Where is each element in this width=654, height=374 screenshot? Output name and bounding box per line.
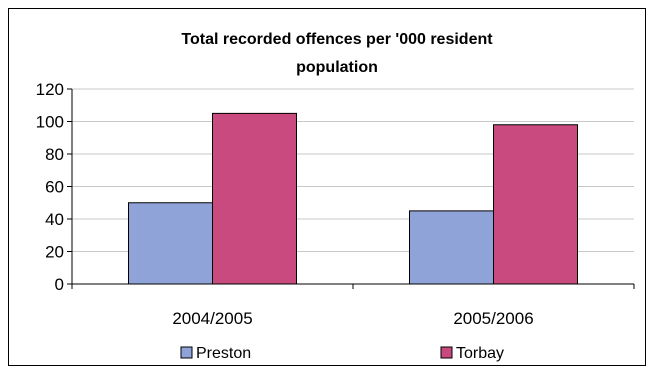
y-tick-label: 0 [55, 275, 64, 294]
legend: Preston Torbay [180, 345, 504, 362]
y-tick-label: 60 [45, 178, 64, 197]
chart-title-line-2: population [296, 59, 378, 76]
x-category-label: 2004/2005 [172, 309, 252, 328]
bar-marks [128, 112, 578, 285]
y-axis-tick-labels: 0 20 40 60 80 100 120 [36, 80, 64, 294]
x-axis-category-labels: 2004/2005 2005/2006 [172, 309, 533, 328]
y-tick-label: 80 [45, 145, 64, 164]
y-tick-label: 100 [36, 113, 64, 132]
y-tick-label: 40 [45, 210, 64, 229]
bar-torbay-2004-2005 [212, 112, 297, 285]
legend-label-torbay: Torbay [456, 345, 504, 362]
chart-title-line-1: Total recorded offences per '000 residen… [181, 31, 493, 48]
bar-torbay-2005-2006 [493, 124, 578, 285]
axes [67, 88, 635, 289]
y-tick-label: 20 [45, 243, 64, 262]
legend-swatch-preston [180, 346, 193, 359]
legend-swatch-torbay [440, 346, 453, 359]
bar-preston-2004-2005 [128, 202, 213, 285]
chart-title: Total recorded offences per '000 residen… [181, 31, 493, 76]
x-category-label: 2005/2006 [453, 309, 533, 328]
bar-preston-2005-2006 [409, 210, 494, 285]
y-tick-label: 120 [36, 80, 64, 99]
legend-label-preston: Preston [196, 345, 251, 362]
